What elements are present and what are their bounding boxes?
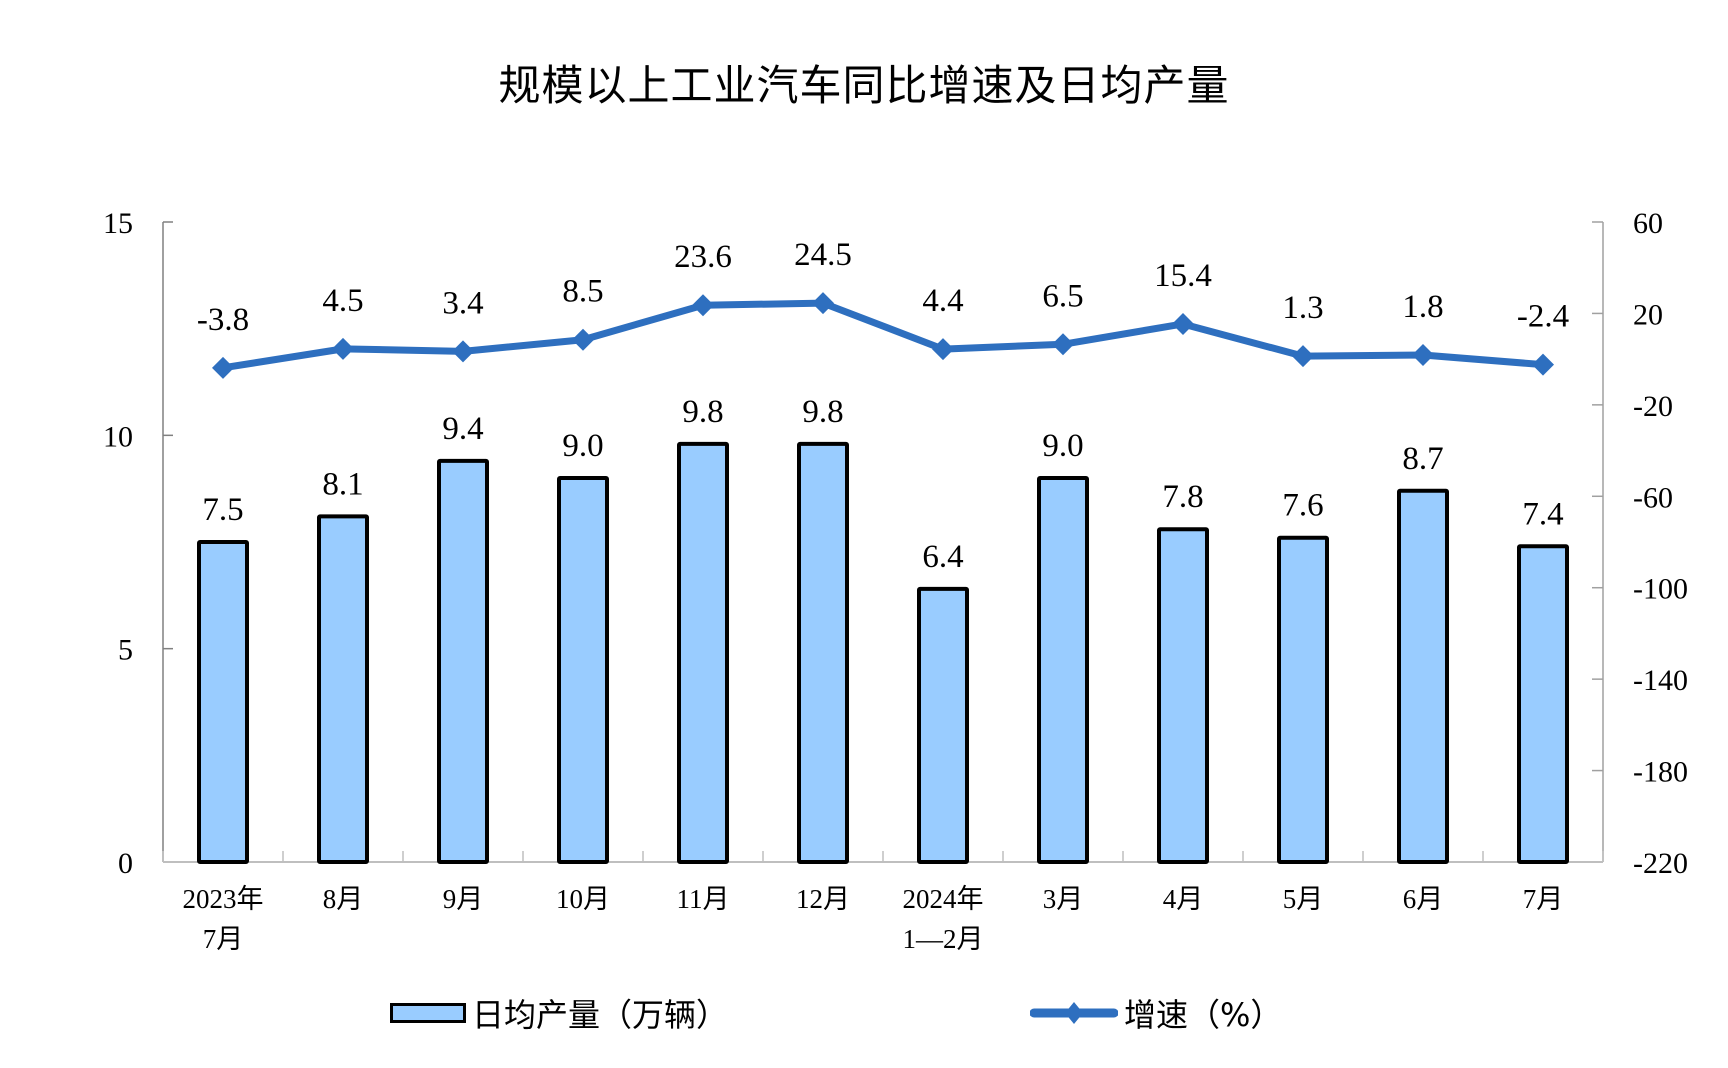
x-axis-category-label: 8月: [323, 884, 364, 914]
diamond-marker-icon: [212, 356, 234, 379]
line-data-label: 8.5: [562, 274, 603, 310]
chart-title: 规模以上工业汽车同比增速及日均产量: [498, 61, 1230, 110]
line-data-label: 4.4: [922, 283, 963, 319]
bar: [677, 441, 729, 864]
bar: [197, 540, 249, 864]
x-axis-category-label: 12月: [796, 884, 850, 914]
diamond-marker-icon: [1052, 333, 1074, 356]
x-axis-category-label: 2024年: [903, 884, 984, 914]
x-axis-category-label: 7月: [1523, 884, 1564, 914]
legend-line-label: 增速（%）: [1124, 996, 1283, 1034]
bar: [1277, 535, 1329, 864]
bar: [557, 476, 609, 864]
line-data-label: -2.4: [1517, 299, 1569, 335]
x-axis-category-label: 5月: [1283, 884, 1324, 914]
right-axis-tick-label: -220: [1633, 847, 1688, 880]
legend-line-diamond-icon: [1030, 1002, 1118, 1024]
bar-data-label: 7.6: [1282, 488, 1323, 524]
diamond-marker-icon: [332, 337, 354, 360]
left-axis-tick-label: 10: [103, 420, 133, 453]
line-data-label: 1.8: [1402, 289, 1443, 325]
right-axis-tick-label: 60: [1633, 207, 1663, 240]
bar-data-label: 8.7: [1402, 441, 1443, 477]
line-data-label: 1.3: [1282, 290, 1323, 326]
line-data-label: 23.6: [674, 239, 732, 275]
line-data-label: 24.5: [794, 237, 852, 273]
diamond-marker-icon: [932, 338, 954, 361]
bar: [1517, 544, 1569, 864]
diamond-marker-icon: [1292, 345, 1314, 368]
line-data-label: 4.5: [322, 283, 363, 319]
x-axis-category-label: 10月: [556, 884, 610, 914]
bar-data-label: 9.8: [682, 394, 723, 430]
bar-data-label: 9.0: [562, 428, 603, 464]
line-data-label: -3.8: [197, 302, 249, 338]
line-data-label: 3.4: [442, 285, 483, 321]
bar-data-label: 7.8: [1162, 479, 1203, 515]
bar: [917, 586, 969, 865]
legend-bar-label: 日均产量（万辆）: [472, 996, 729, 1034]
bar: [1157, 527, 1209, 864]
left-axis-tick-label: 0: [118, 847, 133, 880]
x-axis-category-label: 4月: [1163, 884, 1204, 914]
diamond-marker-icon: [1532, 353, 1554, 376]
bar-data-label: 6.4: [922, 539, 963, 575]
left-axis-tick-label: 5: [118, 634, 133, 667]
legend-item-bar: 日均产量（万辆）: [390, 990, 728, 1036]
bar: [437, 458, 489, 864]
legend-bar-swatch-icon: [390, 1003, 466, 1023]
line-data-label: 15.4: [1154, 258, 1212, 294]
right-axis-tick-label: -140: [1633, 664, 1688, 697]
line-data-label: 6.5: [1042, 278, 1083, 314]
bar-data-label: 7.4: [1522, 496, 1563, 532]
x-axis-category-label: 11月: [677, 884, 730, 914]
diamond-marker-icon: [572, 328, 594, 351]
x-axis-category-label: 9月: [443, 884, 484, 914]
bar: [317, 514, 369, 865]
diamond-marker-icon: [812, 292, 834, 315]
right-axis-tick-label: -20: [1633, 390, 1673, 423]
bar-data-label: 7.5: [202, 492, 243, 528]
x-axis-category-label: 6月: [1403, 884, 1444, 914]
right-axis-tick-label: -180: [1633, 756, 1688, 789]
right-axis-tick-label: -100: [1633, 573, 1688, 606]
x-axis-category-label: 1—2月: [903, 924, 984, 954]
x-axis-category-label: 2023年: [183, 884, 264, 914]
diamond-marker-icon: [692, 294, 714, 317]
legend-item-line: 增速（%）: [1030, 990, 1282, 1036]
bar-data-label: 8.1: [322, 466, 363, 502]
x-axis-category-label: 3月: [1043, 884, 1084, 914]
left-axis-tick-label: 15: [103, 207, 133, 240]
right-axis-tick-label: -60: [1633, 481, 1673, 514]
bar-data-label: 9.4: [442, 411, 483, 447]
x-axis-category-label: 7月: [203, 924, 244, 954]
bar: [797, 441, 849, 864]
bar: [1397, 488, 1449, 864]
right-axis-tick-label: 20: [1633, 298, 1663, 331]
growth-line: [222, 299, 1544, 372]
bar-data-label: 9.0: [1042, 428, 1083, 464]
bar-data-label: 9.8: [802, 394, 843, 430]
diamond-marker-icon: [452, 340, 474, 363]
diamond-marker-icon: [1412, 344, 1434, 367]
bar: [1037, 476, 1089, 864]
diamond-marker-icon: [1172, 312, 1194, 335]
